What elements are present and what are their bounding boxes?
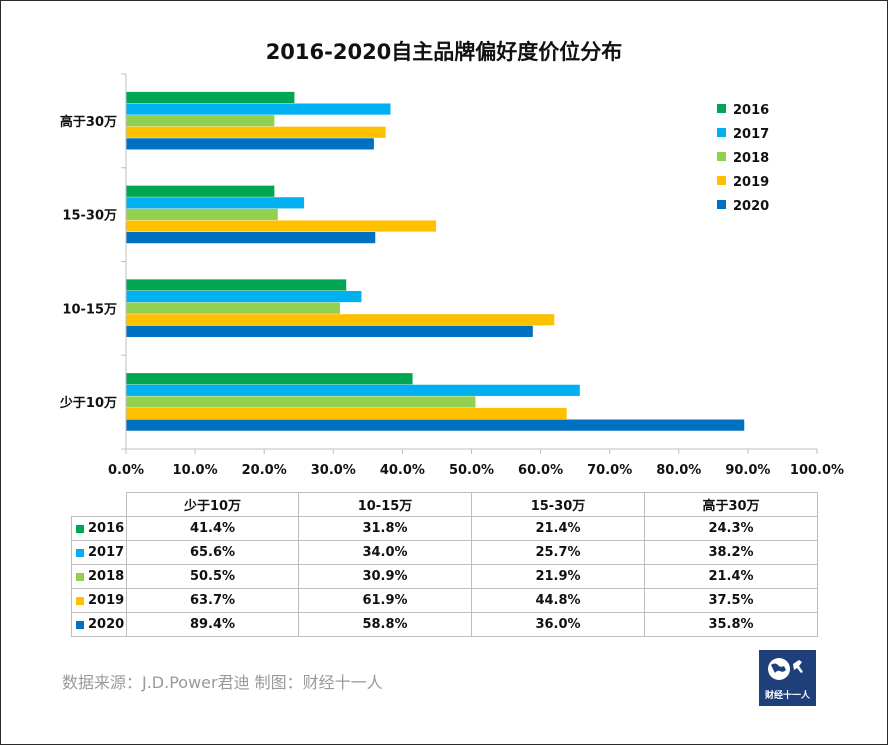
table-cell: 21.4%	[644, 564, 818, 589]
source-note: 数据来源：J.D.Power君迪 制图：财经十一人	[62, 673, 383, 692]
table-cell: 58.8%	[298, 612, 472, 637]
table-row: 2016 41.4% 31.8% 21.4% 24.3%	[71, 516, 818, 541]
series-name: 2019	[88, 593, 125, 608]
series-name: 2017	[88, 545, 125, 560]
x-tick-label: 0.0%	[108, 463, 144, 478]
bar	[126, 407, 567, 420]
legend-label: 2018	[733, 151, 769, 166]
bar	[126, 290, 362, 303]
legend-swatch	[717, 200, 726, 209]
table-row-label: 2018	[71, 564, 127, 589]
table-cell: 31.8%	[298, 516, 472, 541]
bar	[126, 126, 386, 138]
bar	[126, 384, 580, 396]
table-cell: 50.5%	[126, 564, 299, 589]
table-cell: 24.3%	[644, 516, 818, 541]
bar	[126, 302, 341, 314]
table-cell: 21.4%	[471, 516, 645, 541]
table-cell: 38.2%	[644, 540, 818, 565]
legend-label: 2020	[733, 199, 769, 214]
x-tick-label: 100.0%	[790, 463, 844, 478]
bar	[126, 325, 533, 337]
table-row: 2018 50.5% 30.9% 21.9% 21.4%	[71, 564, 818, 589]
table-cell: 61.9%	[298, 588, 472, 613]
table-row-label: 2016	[71, 516, 127, 541]
legend-swatch	[717, 152, 726, 161]
bar	[126, 138, 374, 150]
x-tick-label: 50.0%	[449, 463, 494, 478]
table-cell: 34.0%	[298, 540, 472, 565]
series-swatch	[76, 596, 84, 605]
table-cell: 30.9%	[298, 564, 472, 589]
legend-label: 2017	[733, 127, 769, 142]
series-name: 2020	[88, 617, 125, 632]
bar	[126, 314, 555, 326]
x-tick-label: 80.0%	[656, 463, 701, 478]
bar	[126, 373, 413, 385]
x-tick-label: 60.0%	[518, 463, 563, 478]
table-cell: 89.4%	[126, 612, 299, 637]
bar	[126, 419, 745, 431]
table-cell: 63.7%	[126, 588, 299, 613]
table-header: 10-15万	[298, 492, 472, 517]
table-corner	[72, 493, 127, 517]
chart-title: 2016-2020自主品牌偏好度价位分布	[266, 40, 623, 64]
series-name: 2018	[88, 569, 125, 584]
series-name: 2016	[88, 521, 125, 536]
table-row-label: 2020	[71, 612, 127, 637]
category-label: 10-15万	[62, 302, 117, 317]
bar	[126, 232, 376, 244]
bar	[126, 220, 437, 232]
x-tick-label: 10.0%	[173, 463, 218, 478]
series-swatch	[76, 620, 84, 629]
legend-label: 2019	[733, 175, 769, 190]
table-cell: 21.9%	[471, 564, 645, 589]
series-swatch	[76, 524, 84, 533]
bar	[126, 91, 295, 104]
publisher-logo: 财经十一人	[759, 650, 816, 706]
bar	[126, 197, 305, 209]
table-row: 2017 65.6% 34.0% 25.7% 38.2%	[71, 540, 818, 565]
category-label: 高于30万	[60, 114, 117, 130]
legend-label: 2016	[733, 103, 769, 118]
bar	[126, 396, 476, 408]
x-tick-label: 70.0%	[587, 463, 632, 478]
table-cell: 25.7%	[471, 540, 645, 565]
legend-swatch	[717, 128, 726, 137]
series-swatch	[76, 548, 84, 557]
table-cell: 35.8%	[644, 612, 818, 637]
data-table: 少于10万 10-15万 15-30万 高于30万 2016 41.4% 31.8% 21.4…	[71, 492, 818, 637]
x-tick-label: 40.0%	[380, 463, 425, 478]
table-cell: 65.6%	[126, 540, 299, 565]
x-tick-label: 90.0%	[725, 463, 770, 478]
legend-swatch	[717, 176, 726, 185]
bar	[126, 115, 275, 127]
table-cell: 36.0%	[471, 612, 645, 637]
x-tick-label: 20.0%	[242, 463, 287, 478]
table-header: 15-30万	[471, 492, 645, 517]
bar	[126, 279, 347, 291]
table-cell: 41.4%	[126, 516, 299, 541]
globe-icon	[768, 658, 803, 680]
category-label: 少于10万	[59, 395, 117, 411]
bar	[126, 208, 278, 221]
series-swatch	[76, 572, 84, 581]
table-header: 少于10万	[126, 492, 299, 517]
table-cell: 37.5%	[644, 588, 818, 613]
bar	[126, 103, 391, 115]
table-row-label: 2019	[71, 588, 127, 613]
category-label: 15-30万	[62, 209, 117, 224]
logo-text: 财经十一人	[764, 691, 810, 701]
table-row-label: 2017	[71, 540, 127, 565]
table-header: 高于30万	[644, 492, 818, 517]
table-cell: 44.8%	[471, 588, 645, 613]
x-tick-label: 30.0%	[311, 463, 356, 478]
table-row: 2020 89.4% 58.8% 36.0% 35.8%	[71, 612, 818, 637]
bar	[126, 185, 275, 197]
legend-swatch	[717, 104, 726, 113]
table-row: 2019 63.7% 61.9% 44.8% 37.5%	[71, 588, 818, 613]
